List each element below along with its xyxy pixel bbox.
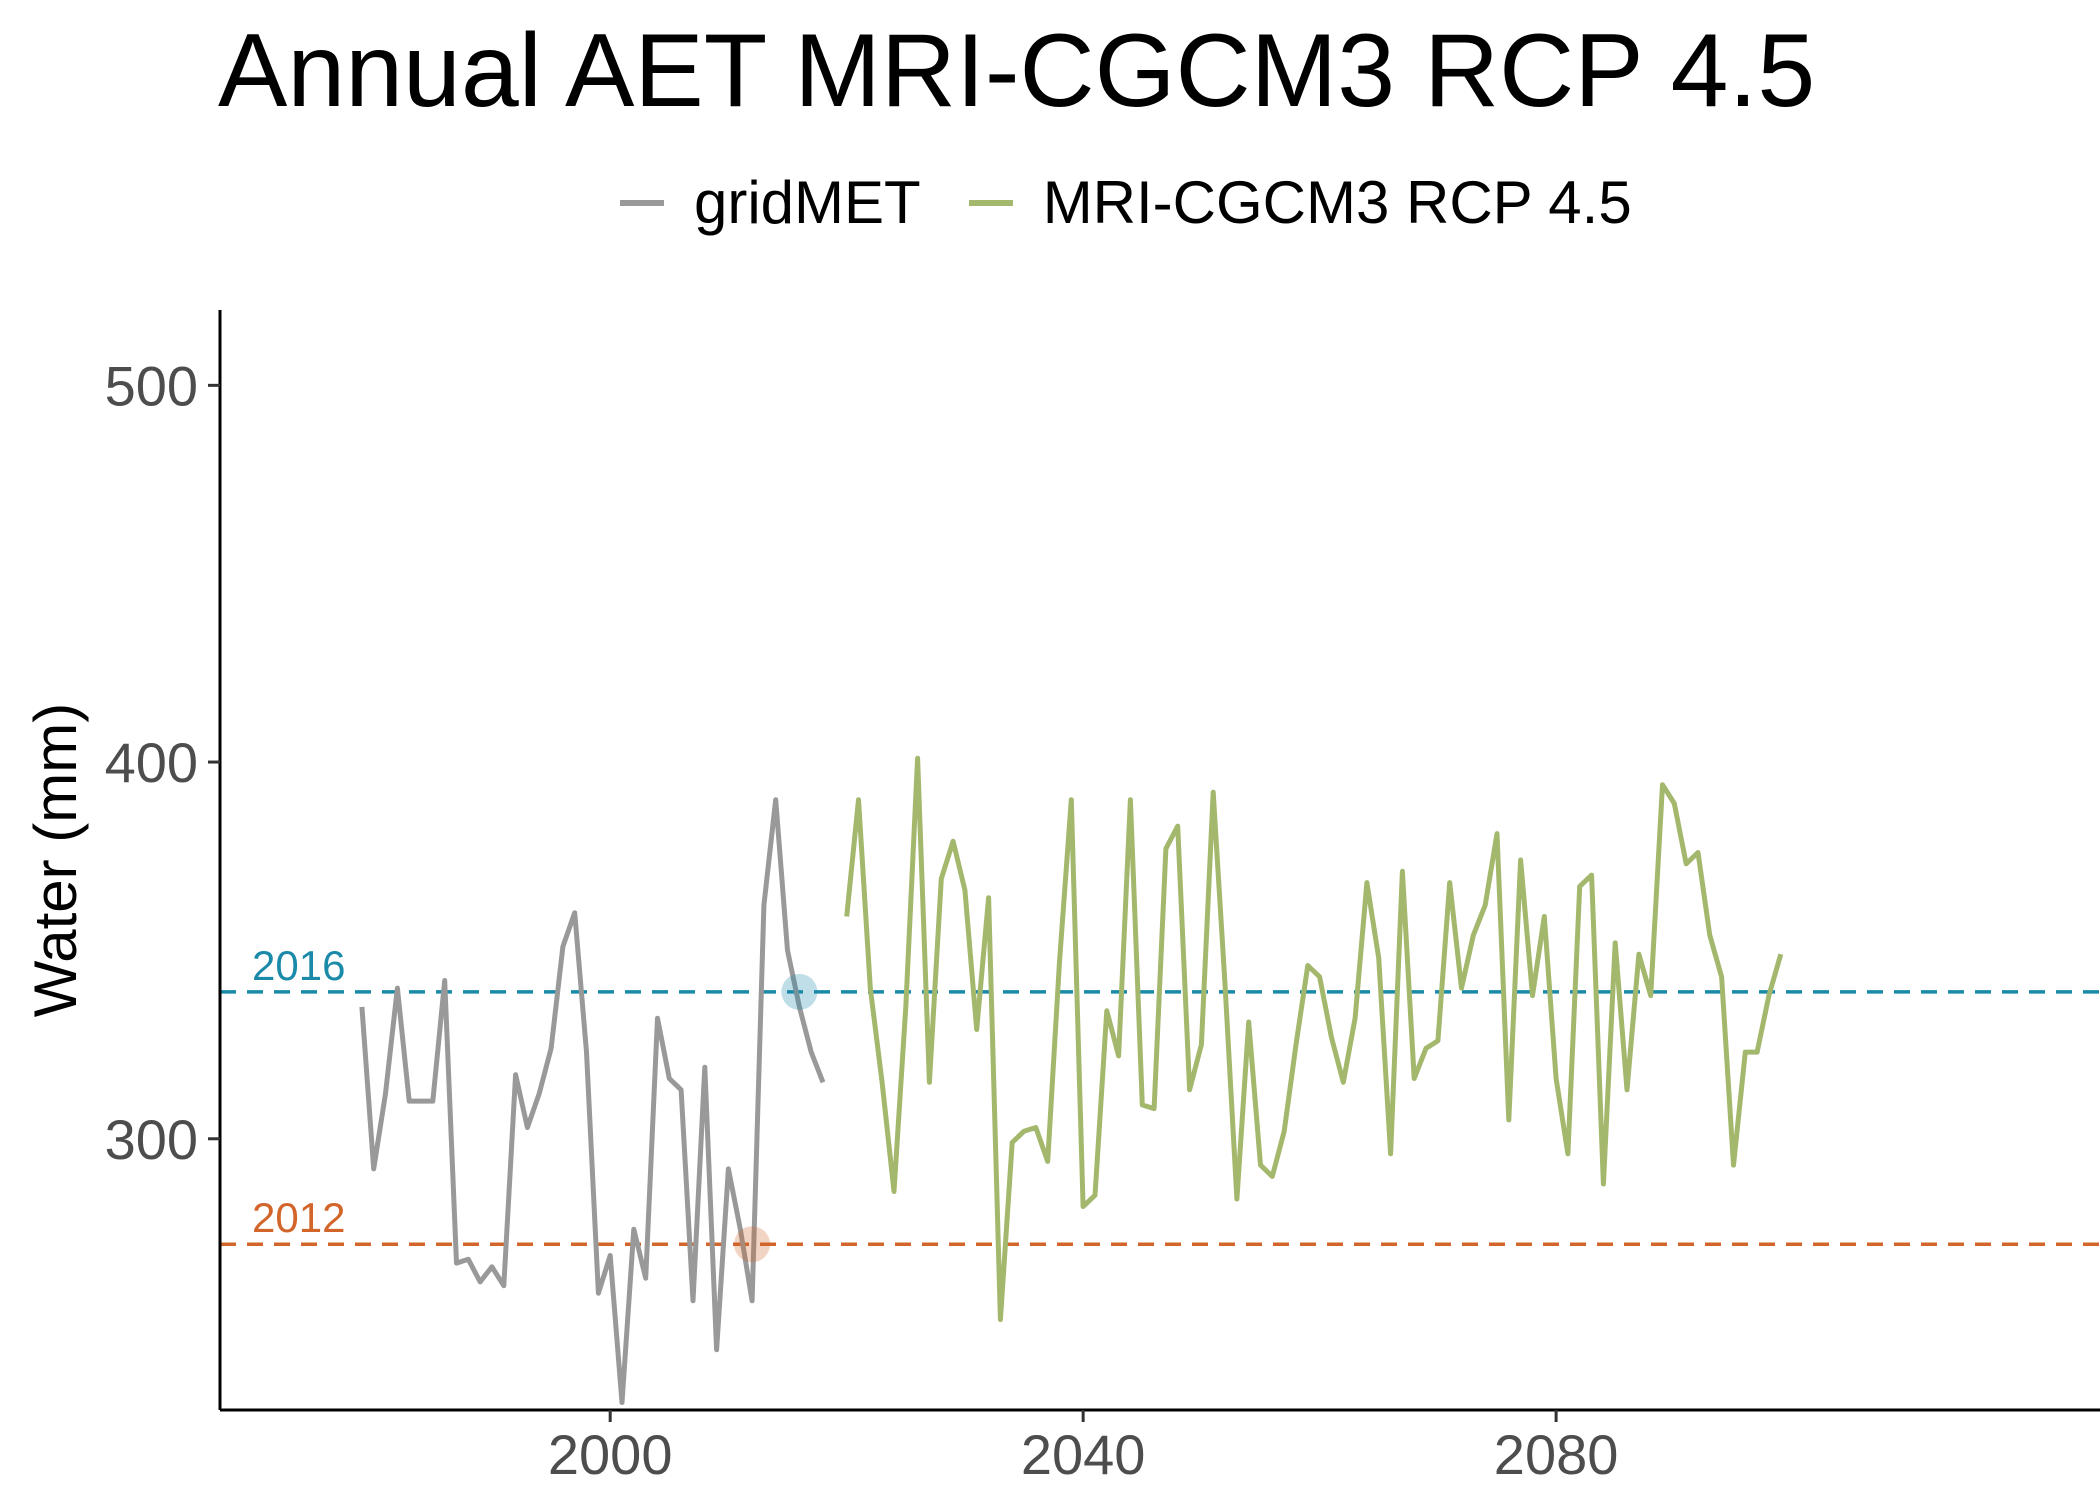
y-axis-title: Water (mm) [22,703,89,1017]
legend-item-gridmet: gridMET [620,168,921,237]
y-tick-label-400: 400 [105,731,198,794]
legend-label-mri-cgcm3: MRI-CGCM3 RCP 4.5 [1042,169,1632,236]
series-line-0 [359,797,826,1405]
series-line-1 [844,755,1784,1323]
x-tick-label-2080: 2080 [1494,1423,1619,1486]
legend-swatch-gridmet [620,199,664,206]
y-tick-label-500: 500 [105,354,198,417]
x-tick-label-2000: 2000 [548,1423,673,1486]
legend-swatch-mri-cgcm3 [968,199,1013,206]
x-tick-label-2040: 2040 [1021,1423,1146,1486]
y-tick-label-300: 300 [105,1108,198,1171]
reference-marker-2016 [781,973,818,1010]
chart-legend: gridMET MRI-CGCM3 RCP 4.5 [620,168,1680,237]
reference-label-2012: 2012 [252,1194,345,1241]
reference-marker-2012 [734,1226,771,1263]
plot-area: 2016 2012 300 400 500 2000 2040 2080 [105,310,2100,1486]
legend-item-mri-cgcm3: MRI-CGCM3 RCP 4.5 [968,168,1632,237]
reference-label-2016: 2016 [252,942,345,989]
legend-label-gridmet: gridMET [694,169,921,236]
chart-title: Annual AET MRI-CGCM3 RCP 4.5 [218,13,1816,129]
